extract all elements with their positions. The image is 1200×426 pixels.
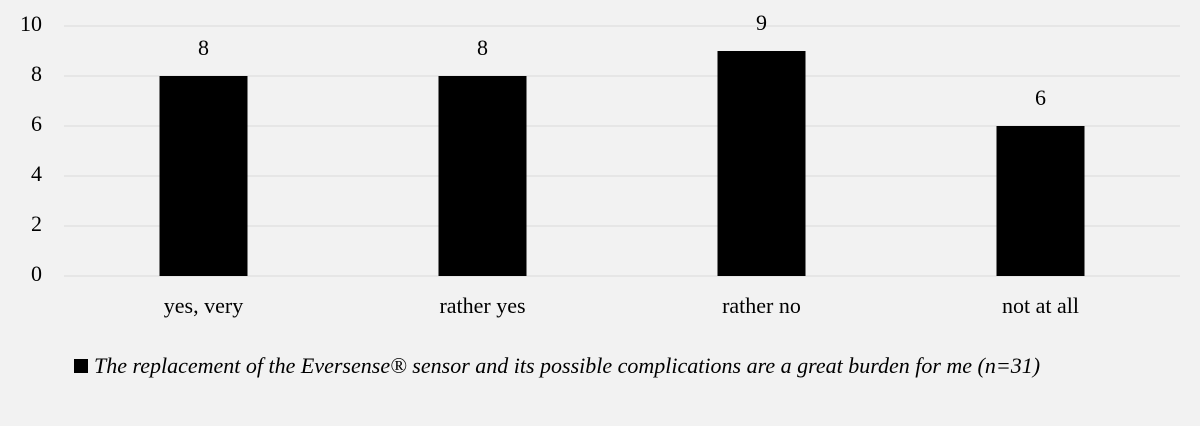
y-tick-label: 0: [31, 261, 42, 286]
x-tick-label: rather yes: [439, 293, 525, 318]
legend-swatch: [74, 359, 88, 373]
data-label: 9: [756, 10, 767, 35]
data-label: 8: [477, 35, 488, 60]
legend: The replacement of the Eversense® sensor…: [74, 352, 1164, 380]
x-tick-label: rather no: [722, 293, 801, 318]
bar: [717, 51, 806, 276]
bar: [159, 76, 248, 276]
bar: [996, 126, 1085, 276]
legend-label: The replacement of the Eversense® sensor…: [94, 353, 1041, 378]
y-tick-label: 10: [20, 11, 42, 36]
y-tick-label: 8: [31, 61, 42, 86]
y-tick-label: 6: [31, 111, 42, 136]
data-label: 6: [1035, 85, 1046, 110]
x-tick-label: yes, very: [164, 293, 243, 318]
chart: 0 2 4 6 8 10 yes, very 8 rather yes 8 rather no 9 no…: [20, 10, 1180, 318]
bar: [438, 76, 527, 276]
y-tick-label: 2: [31, 211, 42, 236]
data-label: 8: [198, 35, 209, 60]
x-tick-label: not at all: [1002, 293, 1079, 318]
y-tick-label: 4: [31, 161, 42, 186]
